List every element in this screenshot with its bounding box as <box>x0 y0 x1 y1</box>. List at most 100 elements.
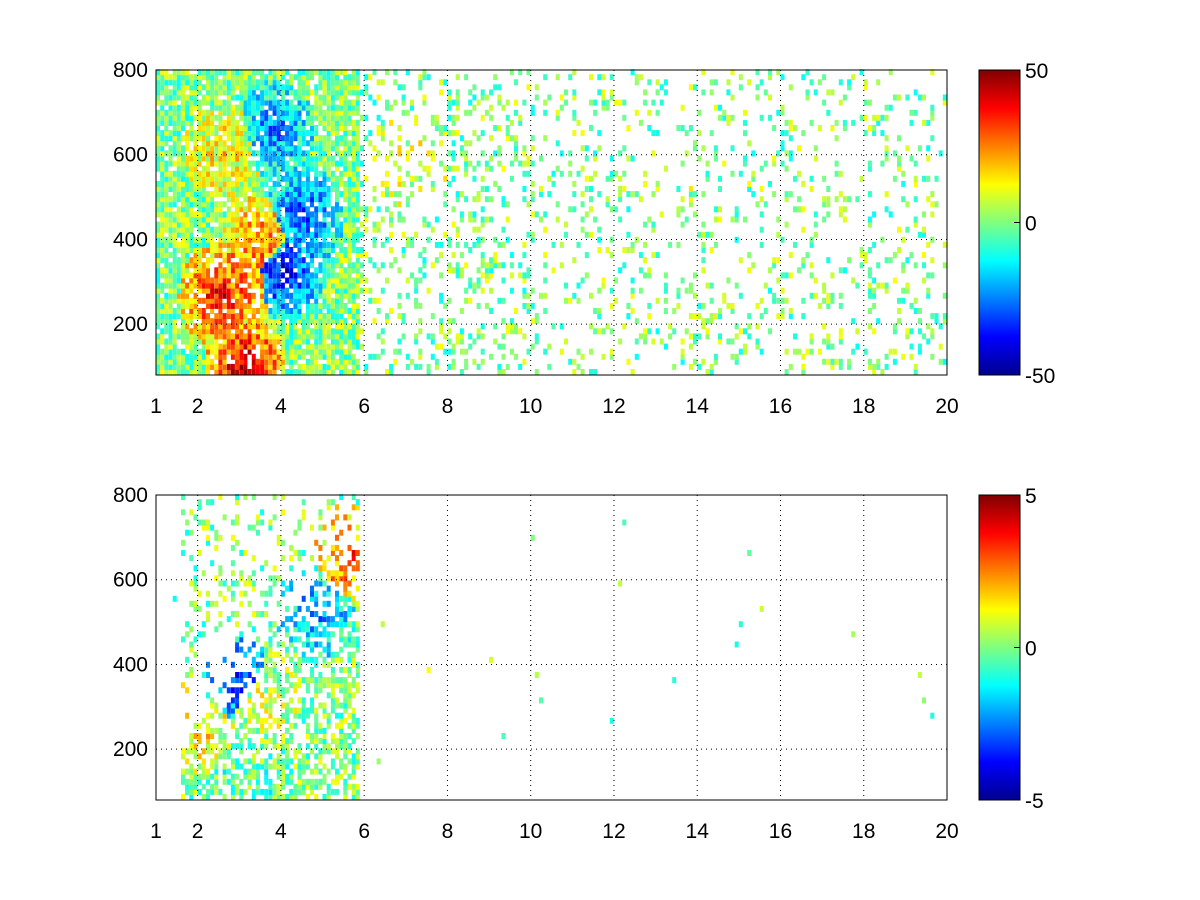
heatmap-cell <box>780 104 785 111</box>
heatmap-cell <box>385 180 389 187</box>
heatmap-cell <box>247 94 252 101</box>
heatmap-cell <box>414 175 419 182</box>
heatmap-cell <box>917 343 922 350</box>
heatmap-cell <box>243 109 248 116</box>
heatmap-cell <box>330 216 335 223</box>
heatmap-cell <box>360 343 364 350</box>
heatmap-cell <box>218 89 223 96</box>
heatmap-cell <box>410 104 414 111</box>
heatmap-cell <box>297 353 302 360</box>
heatmap-cell <box>343 636 348 643</box>
heatmap-cell <box>280 353 285 360</box>
heatmap-cell <box>243 241 248 248</box>
heatmap-cell <box>293 722 298 729</box>
heatmap-cell <box>443 79 448 86</box>
heatmap-cell <box>701 318 706 325</box>
heatmap-cell <box>210 206 215 213</box>
heatmap-cell <box>276 160 281 167</box>
heatmap-cell <box>168 130 173 137</box>
heatmap-cell <box>193 358 198 365</box>
heatmap-cell <box>443 125 448 131</box>
heatmap-cell <box>181 363 185 370</box>
heatmap-cell <box>226 109 231 116</box>
heatmap-cell <box>255 328 260 335</box>
heatmap-cell <box>572 257 577 264</box>
heatmap-cell <box>172 369 177 375</box>
heatmap-cell <box>206 333 210 340</box>
heatmap-cell <box>509 328 514 335</box>
heatmap-cell <box>305 333 310 340</box>
heatmap-cell <box>872 369 877 375</box>
heatmap-cell <box>226 308 231 314</box>
heatmap-cell <box>572 94 577 101</box>
heatmap-cell <box>305 221 310 228</box>
heatmap-cell <box>526 267 531 274</box>
heatmap-cell <box>210 211 215 218</box>
heatmap-cell <box>280 621 285 628</box>
heatmap-cell <box>780 297 785 304</box>
heatmap-cell <box>397 267 402 274</box>
heatmap-cell <box>688 125 693 131</box>
heatmap-cell <box>264 343 269 350</box>
heatmap-cell <box>747 323 752 330</box>
heatmap-cell <box>301 570 306 577</box>
heatmap-cell <box>297 308 302 314</box>
heatmap-cell <box>230 534 235 541</box>
heatmap-cell <box>201 150 206 157</box>
heatmap-cell <box>339 140 344 147</box>
heatmap-cell <box>239 109 244 116</box>
heatmap-cell <box>343 221 348 228</box>
heatmap-cell <box>235 104 240 111</box>
heatmap-cell <box>201 717 206 724</box>
heatmap-cell <box>268 707 273 714</box>
heatmap-cell <box>310 130 314 137</box>
heatmap-cell <box>601 282 606 289</box>
heatmap-cell <box>197 358 202 365</box>
heatmap-cell <box>343 580 348 587</box>
heatmap-cell <box>305 733 310 739</box>
heatmap-cell <box>293 119 298 126</box>
heatmap-cell <box>172 74 177 81</box>
heatmap-cell <box>168 114 173 121</box>
heatmap-cell <box>251 363 256 370</box>
heatmap-cell <box>351 788 356 795</box>
heatmap-cell <box>168 94 173 101</box>
heatmap-cell <box>310 155 314 162</box>
heatmap-cell <box>301 550 306 556</box>
heatmap-cell <box>268 155 273 162</box>
heatmap-cell <box>210 677 215 684</box>
heatmap-cell <box>276 539 281 546</box>
heatmap-cell <box>189 130 194 137</box>
heatmap-cell <box>218 534 223 541</box>
heatmap-cell <box>922 231 926 238</box>
heatmap-cell <box>176 247 181 253</box>
heatmap-cell <box>913 297 918 304</box>
heatmap-cell <box>318 651 323 658</box>
heatmap-cell <box>364 216 369 223</box>
heatmap-cell <box>872 363 877 370</box>
heatmap-cell <box>330 758 335 765</box>
heatmap-cell <box>268 672 273 678</box>
heatmap-cell <box>722 160 727 167</box>
heatmap-cell <box>455 89 460 96</box>
heatmap-cell <box>335 343 339 350</box>
heatmap-cell <box>651 221 656 228</box>
heatmap-cell <box>355 191 360 198</box>
heatmap-cell <box>185 302 190 309</box>
heatmap-cell <box>335 140 339 147</box>
heatmap-cell <box>268 119 273 126</box>
heatmap-cell <box>218 241 223 248</box>
heatmap-cell <box>176 262 181 269</box>
heatmap-cell <box>276 575 281 582</box>
heatmap-cell <box>326 646 331 653</box>
heatmap-cell <box>297 707 302 714</box>
heatmap-cell <box>235 687 240 694</box>
heatmap-cell <box>181 135 185 142</box>
heatmap-cell <box>285 160 290 167</box>
heatmap-cell <box>343 180 348 187</box>
heatmap-cell <box>676 206 681 213</box>
heatmap-cell <box>260 262 265 269</box>
heatmap-cell <box>322 119 327 126</box>
heatmap-cell <box>222 743 227 750</box>
heatmap-cell <box>176 79 181 86</box>
